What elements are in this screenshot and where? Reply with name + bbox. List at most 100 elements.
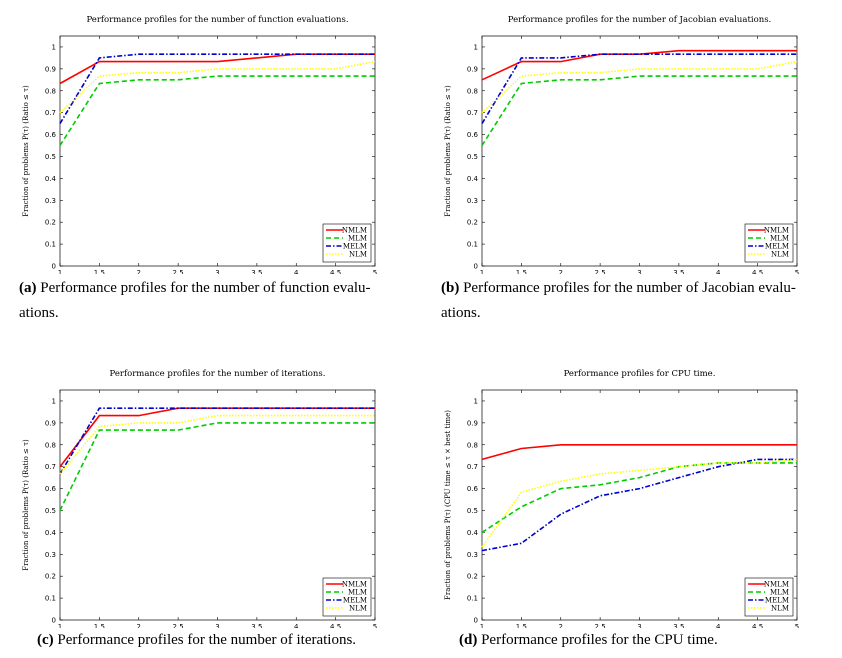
x-tick-label: 3.5: [673, 269, 684, 274]
x-tick-label: 5: [795, 623, 799, 628]
y-tick-label: 0.5: [45, 153, 56, 161]
y-tick-label: 0.9: [45, 419, 56, 427]
figure-panel-a: Performance profiles for the number of f…: [10, 8, 410, 321]
y-tick-label: 0.2: [467, 573, 478, 581]
caption-label-c: (c): [37, 632, 54, 648]
figure-panel-c: Performance profiles for the number of i…: [10, 362, 410, 648]
x-tick-label: 4.5: [752, 623, 763, 628]
y-tick-label: 0.1: [467, 595, 478, 603]
y-tick-label: 0.4: [467, 529, 479, 537]
legend-label-mlm: MLM: [770, 589, 789, 597]
series-line-mlm: [481, 462, 797, 534]
y-axis-label: Fraction of problems P(τ) (Ratio ≤ τ): [22, 85, 30, 217]
x-tick-label: 2.5: [595, 623, 606, 628]
x-tick-label: 2.5: [173, 269, 184, 274]
y-tick-label: 0.1: [45, 241, 56, 249]
x-tick-label: 3: [215, 269, 219, 274]
y-tick-label: 0.8: [467, 87, 478, 95]
chart-title: Performance profiles for the number of i…: [110, 369, 326, 379]
x-tick-label: 4: [294, 623, 299, 628]
legend-label-mlm: MLM: [770, 235, 789, 243]
chart-title: Performance profiles for the number of J…: [508, 15, 772, 25]
caption-text-c: Performance profiles for the number of i…: [57, 632, 357, 648]
legend-label-nmlm: NMLM: [764, 227, 789, 235]
y-tick-label: 0.2: [45, 219, 56, 227]
x-tick-label: 3: [215, 623, 219, 628]
x-tick-label: 3.5: [251, 623, 262, 628]
caption-text-b: Performance profiles for the number of J…: [463, 280, 796, 296]
x-tick-label: 5: [373, 269, 377, 274]
x-tick-label: 2: [559, 623, 563, 628]
x-tick-label: 1.5: [516, 269, 527, 274]
x-tick-label: 2.5: [595, 269, 606, 274]
series-line-mlm: [481, 75, 797, 146]
series-line-mlm: [59, 75, 375, 146]
series-line-nmlm: [59, 407, 375, 468]
legend-label-nlm: NLM: [349, 251, 367, 259]
y-tick-label: 0: [474, 263, 478, 271]
chart-c: Performance profiles for the number of i…: [22, 369, 377, 628]
x-tick-label: 4: [294, 269, 299, 274]
series-line-nlm: [481, 60, 798, 114]
y-axis-label: Fraction of problems P(τ) (Ratio ≤ τ): [444, 85, 452, 217]
y-tick-label: 0.3: [45, 551, 56, 559]
y-tick-label: 0: [52, 617, 56, 625]
y-tick-label: 0.6: [467, 485, 479, 493]
x-tick-label: 3.5: [251, 269, 262, 274]
legend-label-nlm: NLM: [771, 605, 789, 613]
legend-label-nlm: NLM: [349, 605, 367, 613]
y-tick-label: 0.6: [45, 485, 57, 493]
series-line-nlm: [59, 60, 376, 114]
x-tick-label: 2: [137, 623, 141, 628]
chart-a: Performance profiles for the number of f…: [22, 15, 377, 274]
x-tick-label: 4.5: [330, 623, 341, 628]
y-tick-label: 1: [474, 397, 478, 405]
x-tick-label: 1: [480, 623, 484, 628]
caption-label-d: (d): [459, 632, 478, 648]
x-tick-label: 3: [637, 623, 641, 628]
y-tick-label: 0.7: [467, 463, 478, 471]
caption-label-b: (b): [441, 280, 460, 296]
y-tick-label: 0.3: [45, 197, 56, 205]
y-tick-label: 0.2: [467, 219, 478, 227]
y-tick-label: 0.3: [467, 551, 478, 559]
x-tick-label: 1: [480, 269, 484, 274]
x-tick-label: 3.5: [673, 623, 684, 628]
y-tick-label: 0.6: [45, 131, 57, 139]
legend-label-nmlm: NMLM: [764, 581, 789, 589]
legend-box: [322, 223, 372, 263]
caption-c: (c) Performance profiles for the number …: [37, 628, 417, 653]
caption-text-a: Performance profiles for the number of f…: [40, 280, 371, 296]
x-tick-label: 1: [58, 623, 62, 628]
y-tick-label: 0.4: [45, 529, 57, 537]
x-tick-label: 2.5: [173, 623, 184, 628]
caption-text-d: Performance profiles for the CPU time.: [481, 632, 718, 648]
y-tick-label: 0.2: [45, 573, 56, 581]
x-tick-label: 2: [559, 269, 563, 274]
series-line-nlm: [59, 414, 375, 475]
x-tick-label: 1.5: [94, 269, 105, 274]
series-line-melm: [59, 53, 375, 125]
x-tick-label: 3: [637, 269, 641, 274]
y-tick-label: 0.5: [467, 153, 478, 161]
legend-label-melm: MELM: [765, 243, 789, 251]
x-tick-label: 2: [137, 269, 141, 274]
x-tick-label: 4.5: [330, 269, 341, 274]
y-tick-label: 0.6: [467, 131, 479, 139]
y-tick-label: 0.8: [467, 441, 478, 449]
y-tick-label: 0.8: [45, 441, 56, 449]
caption-label-a: (a): [19, 280, 37, 296]
y-tick-label: 0.3: [467, 197, 478, 205]
y-tick-label: 0.7: [45, 463, 56, 471]
x-tick-label: 1.5: [516, 623, 527, 628]
legend-label-melm: MELM: [765, 597, 789, 605]
y-tick-label: 0.4: [45, 175, 57, 183]
series-line-nmlm: [481, 444, 797, 461]
y-tick-label: 0.5: [467, 507, 478, 515]
y-axis-label: Fraction of problems P(τ) (Ratio ≤ τ): [22, 439, 30, 571]
y-tick-label: 0.1: [45, 595, 56, 603]
caption-text2-a: ations.: [19, 305, 59, 321]
chart-title: Performance profiles for the number of f…: [86, 15, 348, 25]
legend-label-melm: MELM: [343, 597, 367, 605]
